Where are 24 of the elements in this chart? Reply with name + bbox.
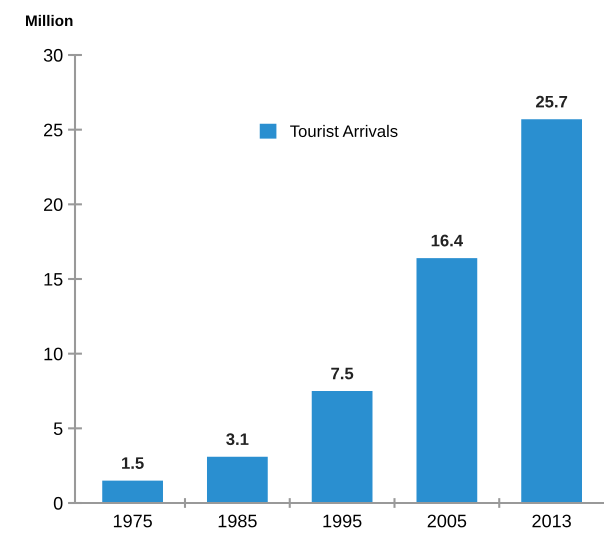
y-tick-label: 0 [54, 496, 62, 510]
y-tick-label: 5 [54, 422, 62, 436]
legend-label: Tourist Arrivals [290, 124, 398, 138]
x-tick-label: 1975 [114, 514, 152, 528]
data-label: 1.5 [122, 457, 144, 469]
data-label: 25.7 [536, 96, 568, 108]
y-axis-title: Million [26, 14, 72, 26]
bar [206, 456, 268, 503]
y-tick-label: 10 [44, 348, 62, 360]
y-tick-label: 30 [44, 48, 62, 62]
data-label: 7.5 [331, 368, 354, 380]
bar [521, 119, 582, 503]
bar [416, 258, 478, 503]
x-tick-label: 2013 [532, 514, 571, 528]
x-tick-label: 2005 [428, 514, 466, 528]
y-tick-label: 25 [44, 124, 62, 136]
x-tick-label: 1995 [323, 514, 362, 528]
bar [102, 480, 163, 503]
data-label: 16.4 [432, 234, 463, 246]
y-tick-label: 20 [44, 198, 62, 212]
data-label: 3.1 [226, 433, 248, 446]
x-tick-label: 1985 [218, 514, 257, 528]
y-tick-label: 15 [44, 273, 62, 286]
bar [312, 391, 372, 503]
